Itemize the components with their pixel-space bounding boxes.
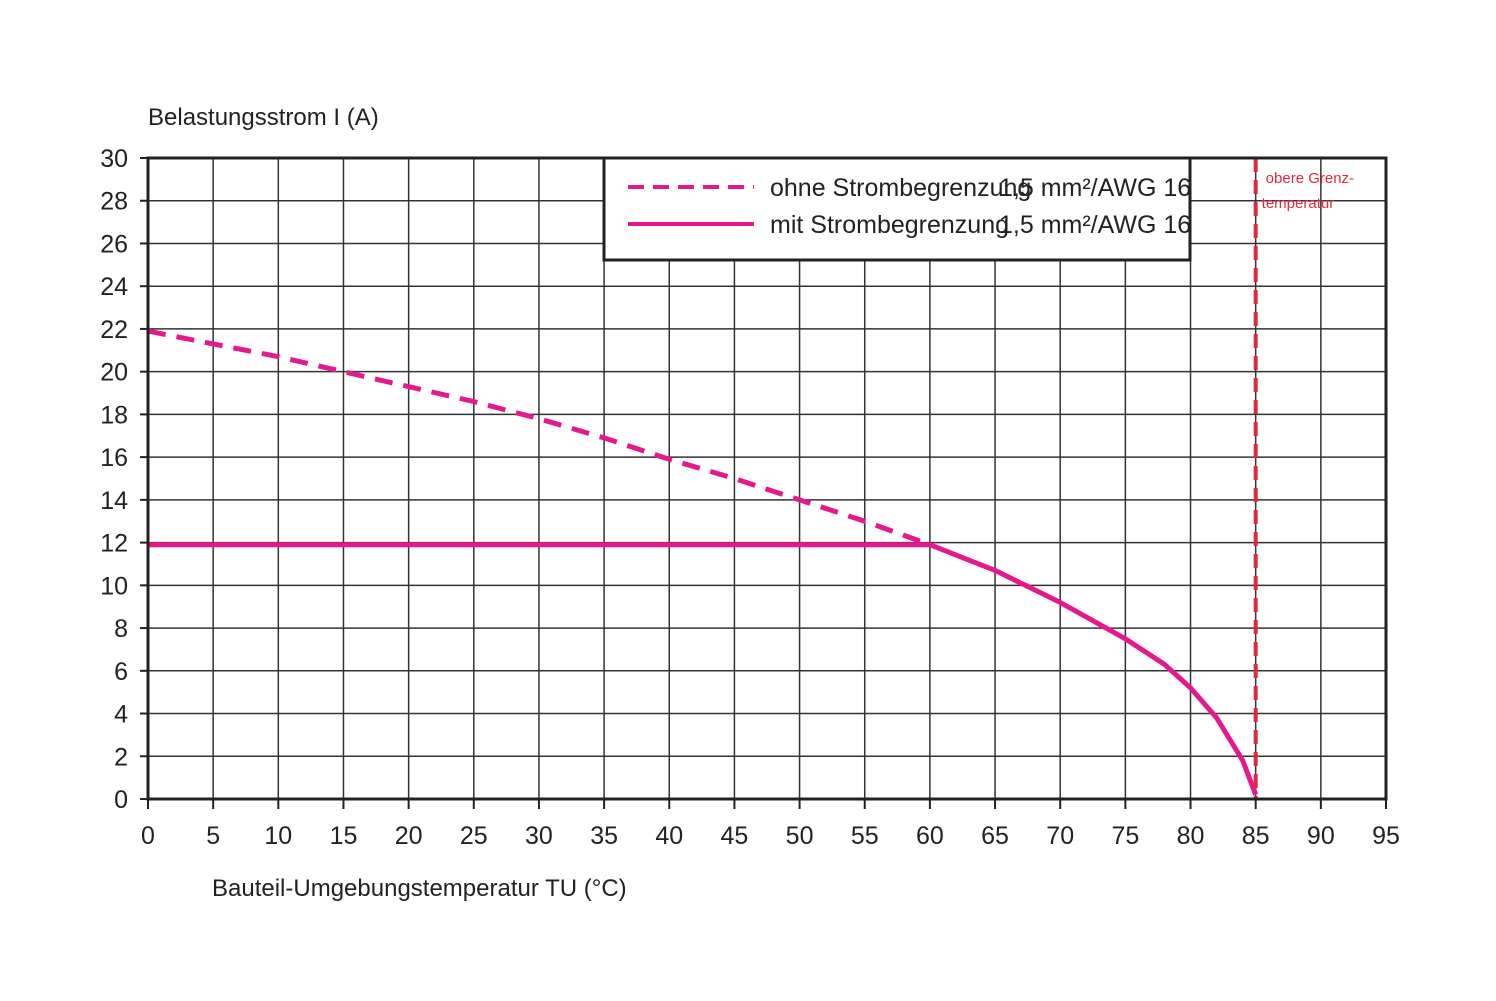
x-tick-label: 60: [916, 822, 944, 850]
axis-ticks: 0 5 10 15 20 25 30 35 40 45 50 55 60 65 70 75 80 85 90 95 0 2…: [100, 145, 1400, 850]
limit-label-line-1: obere Grenz-: [1266, 170, 1354, 187]
legend-label-mit: mit Strombegrenzung: [770, 211, 1009, 239]
legend-spec-mit: 1,5 mm²/AWG 16: [999, 211, 1191, 239]
x-tick-label: 55: [851, 822, 879, 850]
x-tick-label: 65: [981, 822, 1009, 850]
x-tick-label: 90: [1307, 822, 1335, 850]
y-tick-label: 12: [100, 530, 128, 558]
x-tick-label: 70: [1046, 822, 1074, 850]
y-axis-title: Belastungsstrom I (A): [148, 104, 379, 131]
legend: ohne Strombegrenzung 1,5 mm²/AWG 16 mit …: [602, 156, 1192, 262]
x-tick-label: 15: [330, 822, 358, 850]
y-tick-label: 30: [100, 145, 128, 173]
y-tick-label: 26: [100, 230, 128, 258]
y-tick-label: 10: [100, 572, 128, 600]
x-tick-label: 30: [525, 822, 553, 850]
y-tick-label: 2: [114, 743, 128, 771]
x-tick-label: 0: [141, 822, 155, 850]
y-tick-label: 0: [114, 786, 128, 814]
limit-annotation: obere Grenz- temperatur: [1253, 158, 1354, 799]
x-axis-title: Bauteil-Umgebungstemperatur TU (°C): [212, 875, 627, 902]
y-tick-label: 4: [114, 701, 128, 729]
y-tick-label: 28: [100, 188, 128, 216]
y-tick-label: 14: [100, 487, 128, 515]
x-tick-label: 50: [786, 822, 814, 850]
series-line-ohne: [147, 328, 931, 548]
x-tick-label: 95: [1372, 822, 1400, 850]
y-tick-label: 18: [100, 401, 128, 429]
x-tick-label: 35: [590, 822, 618, 850]
y-tick-label: 22: [100, 316, 128, 344]
x-tick-label: 5: [206, 822, 220, 850]
x-tick-label: 80: [1177, 822, 1205, 850]
legend-label-ohne: ohne Strombegrenzung: [770, 174, 1031, 202]
x-tick-label: 85: [1242, 822, 1270, 850]
x-tick-label: 20: [395, 822, 423, 850]
limit-label-line-2: temperatur: [1262, 195, 1335, 212]
y-tick-label: 16: [100, 444, 128, 472]
legend-box: [602, 156, 1192, 262]
x-tick-label: 10: [264, 822, 292, 850]
legend-spec-ohne: 1,5 mm²/AWG 16: [999, 174, 1191, 202]
series-lines: [147, 328, 1259, 796]
x-tick-label: 25: [460, 822, 488, 850]
x-tick-label: 75: [1111, 822, 1139, 850]
y-tick-label: 8: [114, 615, 128, 643]
x-tick-label: 45: [721, 822, 749, 850]
y-tick-label: 6: [114, 658, 128, 686]
y-tick-label: 24: [100, 273, 128, 301]
y-tick-label: 20: [100, 359, 128, 387]
x-tick-label: 40: [655, 822, 683, 850]
series-line-mit: [148, 542, 1259, 796]
